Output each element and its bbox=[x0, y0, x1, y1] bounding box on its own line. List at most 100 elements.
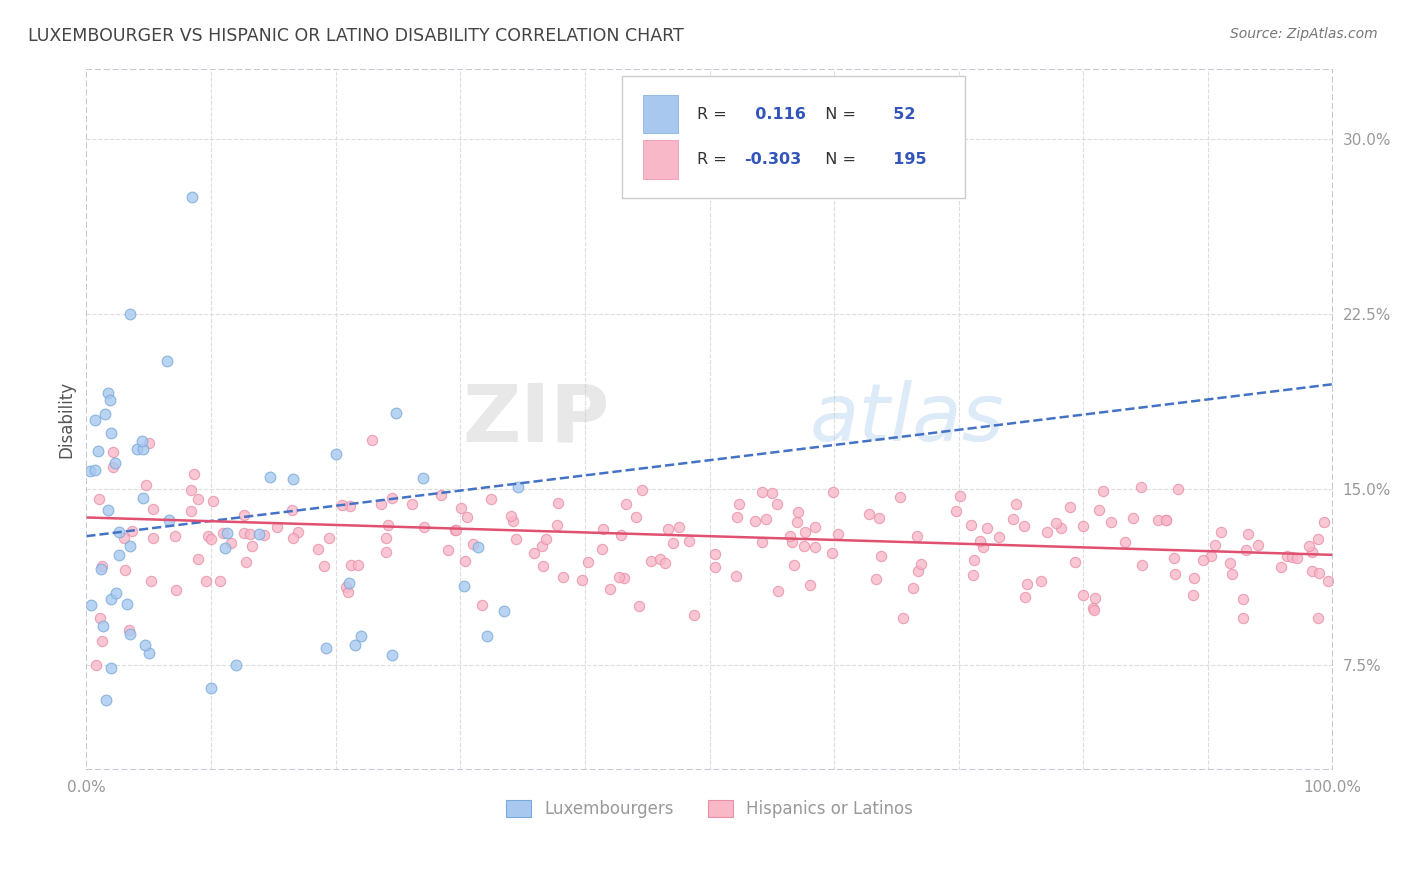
Point bbox=[121, 524, 143, 538]
Text: R =: R = bbox=[697, 107, 733, 121]
Point bbox=[949, 489, 972, 503]
Point bbox=[1232, 591, 1254, 606]
Point bbox=[1270, 559, 1292, 574]
Point bbox=[315, 641, 337, 656]
Point bbox=[454, 554, 477, 568]
Point bbox=[325, 447, 347, 461]
Point bbox=[1163, 550, 1185, 565]
Point bbox=[370, 497, 392, 511]
Point bbox=[347, 558, 370, 572]
Point bbox=[1308, 611, 1330, 625]
Point bbox=[94, 693, 117, 707]
Point bbox=[1164, 567, 1187, 582]
Point bbox=[101, 459, 124, 474]
Point bbox=[287, 525, 309, 540]
Text: 52: 52 bbox=[882, 107, 915, 121]
Point bbox=[125, 442, 148, 456]
Point bbox=[1156, 513, 1178, 527]
Point bbox=[467, 540, 489, 554]
Point bbox=[506, 480, 529, 494]
Point bbox=[599, 582, 621, 596]
Point bbox=[793, 539, 815, 553]
Point bbox=[131, 491, 153, 505]
Point bbox=[546, 517, 568, 532]
Point bbox=[450, 501, 472, 516]
Point bbox=[891, 611, 914, 625]
Point bbox=[307, 542, 329, 557]
Point bbox=[1036, 524, 1059, 539]
Point bbox=[239, 526, 262, 541]
Point bbox=[339, 499, 361, 513]
Point bbox=[90, 562, 112, 576]
Point bbox=[1083, 601, 1105, 615]
Point bbox=[361, 433, 384, 447]
Point bbox=[240, 539, 263, 553]
Point bbox=[259, 470, 281, 484]
Point bbox=[793, 524, 815, 539]
Point bbox=[533, 558, 555, 573]
Point bbox=[1220, 566, 1243, 581]
Point bbox=[766, 584, 789, 599]
Point bbox=[576, 555, 599, 569]
Point bbox=[340, 558, 363, 572]
Point bbox=[727, 510, 749, 524]
Point bbox=[823, 485, 845, 500]
Point bbox=[1298, 539, 1320, 553]
Point bbox=[613, 571, 636, 585]
Point bbox=[1275, 549, 1298, 563]
Point bbox=[1099, 515, 1122, 529]
Point bbox=[120, 627, 142, 641]
Text: R =: R = bbox=[697, 153, 733, 167]
Point bbox=[1045, 516, 1067, 530]
Point bbox=[1199, 549, 1222, 563]
Point bbox=[83, 463, 105, 477]
FancyBboxPatch shape bbox=[623, 76, 965, 198]
Point bbox=[165, 529, 187, 543]
Point bbox=[118, 540, 141, 554]
Point bbox=[530, 539, 553, 553]
Point bbox=[988, 530, 1011, 544]
Y-axis label: Disability: Disability bbox=[58, 381, 75, 458]
Point bbox=[963, 553, 986, 567]
Point bbox=[91, 619, 114, 633]
Point bbox=[960, 517, 983, 532]
Point bbox=[374, 545, 396, 559]
Point bbox=[437, 542, 460, 557]
Bar bbox=[86, 69, 1333, 770]
Point bbox=[138, 646, 160, 660]
Point bbox=[1308, 566, 1330, 580]
Point bbox=[1017, 577, 1039, 591]
Point bbox=[1301, 545, 1323, 559]
Point bbox=[505, 532, 527, 546]
Point bbox=[870, 549, 893, 564]
Point bbox=[183, 467, 205, 482]
Point bbox=[377, 517, 399, 532]
Point bbox=[375, 531, 398, 545]
Point bbox=[100, 592, 122, 607]
Text: 195: 195 bbox=[882, 153, 927, 167]
Point bbox=[444, 523, 467, 537]
Point bbox=[683, 607, 706, 622]
Point bbox=[225, 657, 247, 672]
Point bbox=[724, 569, 747, 583]
Point bbox=[1088, 503, 1111, 517]
Point bbox=[165, 582, 187, 597]
Point bbox=[108, 548, 131, 562]
Point bbox=[827, 526, 849, 541]
Point bbox=[453, 579, 475, 593]
Point bbox=[108, 525, 131, 540]
Point bbox=[90, 634, 112, 648]
Point bbox=[1219, 556, 1241, 570]
Point bbox=[412, 520, 434, 534]
Point bbox=[318, 531, 340, 545]
Point bbox=[114, 563, 136, 577]
Point bbox=[475, 629, 498, 643]
Point bbox=[751, 484, 773, 499]
Point bbox=[208, 574, 231, 588]
Point bbox=[330, 498, 353, 512]
Point bbox=[502, 514, 524, 528]
Point bbox=[551, 570, 574, 584]
Point bbox=[1130, 480, 1153, 494]
Point bbox=[215, 525, 238, 540]
Point bbox=[142, 531, 165, 545]
